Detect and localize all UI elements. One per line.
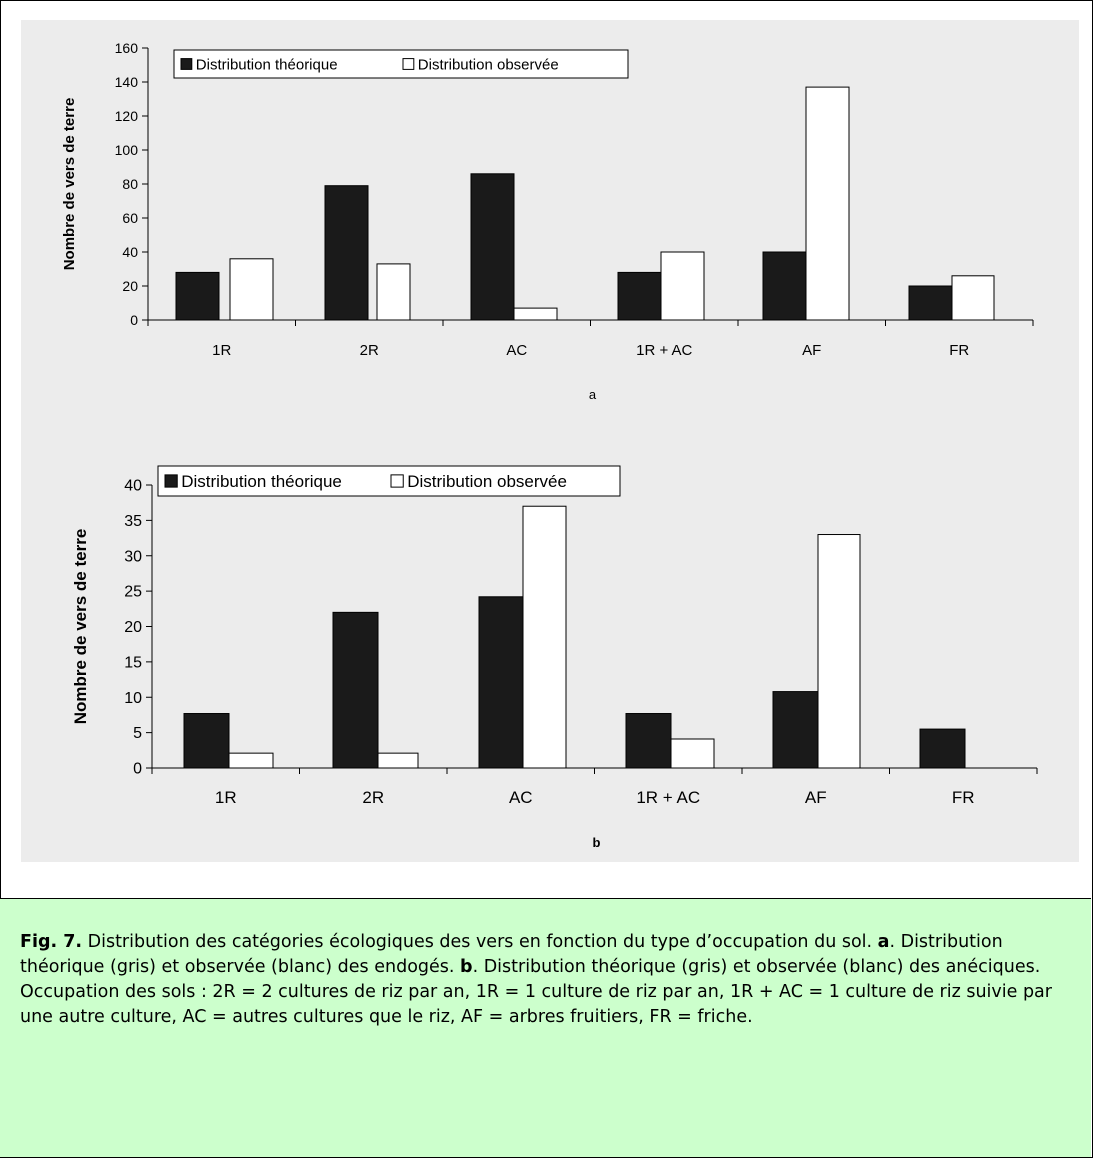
y-tick-label: 10 xyxy=(124,690,142,707)
bar-theorique xyxy=(762,251,807,321)
bar-observee xyxy=(522,505,567,769)
y-tick-label: 120 xyxy=(115,108,139,124)
bar-theorique xyxy=(908,285,953,321)
y-tick-label: 30 xyxy=(124,548,142,565)
x-tick-label: FR xyxy=(949,342,969,359)
legend-swatch xyxy=(180,58,193,70)
x-tick-label: FR xyxy=(952,788,975,807)
legend-swatch xyxy=(390,474,404,488)
y-tick-label: 0 xyxy=(130,312,138,328)
legend-box xyxy=(157,465,621,497)
legend-label: Distribution observée xyxy=(418,56,559,73)
bar-observee xyxy=(817,534,861,769)
y-tick-label: 80 xyxy=(122,176,138,192)
x-tick-label: 1R xyxy=(215,788,237,807)
y-tick-label: 40 xyxy=(124,478,142,495)
x-tick-label: AF xyxy=(805,788,827,807)
bar-theorique xyxy=(175,271,220,321)
y-tick-label: 100 xyxy=(115,142,139,158)
caption-fig-label: Fig. 7. xyxy=(20,932,83,952)
y-axis-label: Nombre de vers de terre xyxy=(61,98,78,271)
bar-observee xyxy=(805,86,850,321)
y-tick-label: 25 xyxy=(124,584,142,601)
bar-theorique xyxy=(772,691,819,769)
caption-part-3: . Distribution théorique (gris) et obser… xyxy=(20,957,1052,1027)
panel-letter: a xyxy=(589,387,597,402)
bar-theorique xyxy=(625,713,672,769)
bar-theorique xyxy=(478,596,524,769)
bar-theorique xyxy=(332,611,379,769)
x-tick-label: 1R xyxy=(212,342,231,359)
bar-theorique xyxy=(470,173,515,321)
bar-observee xyxy=(670,738,715,769)
bar-theorique xyxy=(183,713,230,769)
legend-label: Distribution théorique xyxy=(196,56,338,73)
legend-swatch xyxy=(164,474,178,488)
y-tick-label: 20 xyxy=(122,278,138,294)
y-tick-label: 20 xyxy=(124,619,142,636)
y-tick-label: 15 xyxy=(124,654,142,671)
x-tick-label: 2R xyxy=(360,342,379,359)
legend-swatch xyxy=(402,58,415,70)
bar-observee xyxy=(376,263,411,321)
x-tick-label: AF xyxy=(802,342,821,359)
y-tick-label: 160 xyxy=(115,40,139,56)
legend-label: Distribution observée xyxy=(407,472,567,491)
bar-observee xyxy=(228,752,274,769)
bar-theorique xyxy=(617,271,662,321)
caption-label-b: b xyxy=(460,957,473,977)
x-tick-label: 1R + AC xyxy=(636,788,700,807)
y-tick-label: 5 xyxy=(133,725,142,742)
figure-caption: Fig. 7. Distribution des catégories écol… xyxy=(20,930,1080,1030)
bar-theorique xyxy=(919,728,966,769)
y-axis-label: Nombre de vers de terre xyxy=(71,529,90,725)
caption-part-1: Distribution des catégories écologiques … xyxy=(82,932,878,952)
x-tick-label: 2R xyxy=(362,788,384,807)
bar-observee xyxy=(660,251,705,321)
legend-box xyxy=(173,49,629,79)
bar-theorique xyxy=(324,185,369,321)
y-tick-label: 35 xyxy=(124,513,142,530)
legend-label: Distribution théorique xyxy=(181,472,342,491)
bar-observee xyxy=(951,275,995,321)
x-tick-label: AC xyxy=(506,342,527,359)
bar-observee xyxy=(229,258,274,321)
bar-observee xyxy=(513,307,558,321)
y-tick-label: 60 xyxy=(122,210,138,226)
panel-letter: b xyxy=(593,835,601,850)
caption-part-2: . Distribution théorique (gris) et obser… xyxy=(20,932,1003,977)
caption-label-a: a xyxy=(877,932,890,952)
caption-box xyxy=(0,898,1091,1157)
x-tick-label: 1R + AC xyxy=(636,342,692,359)
bar-observee xyxy=(377,752,419,769)
y-tick-label: 140 xyxy=(115,74,139,90)
x-tick-label: AC xyxy=(509,788,533,807)
y-tick-label: 40 xyxy=(122,244,138,260)
figure-panel: 0 20 40 60 80 100 120 140 160 1R 2R AC 1R + AC AF FR No… xyxy=(21,20,1079,862)
y-tick-label: 0 xyxy=(133,761,142,778)
